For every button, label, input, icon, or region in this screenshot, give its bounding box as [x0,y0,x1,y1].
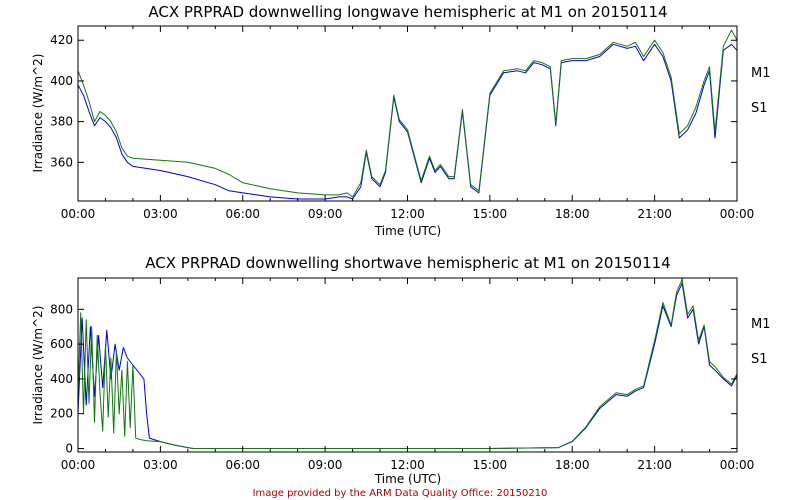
x-tick-label: 15:00 [473,207,508,221]
x-tick-label: 06:00 [225,207,260,221]
legend-s1: S1 [751,101,768,116]
x-tick-label: 18:00 [555,458,590,472]
y-tick-label: 600 [50,337,73,351]
series-layer [77,29,738,200]
x-tick-label: 09:00 [308,207,343,221]
chart-title: ACX PRPRAD downwelling longwave hemisphe… [148,3,667,21]
chart-title: ACX PRPRAD downwelling shortwave hemisph… [145,254,670,272]
series-line-m1 [77,43,738,200]
x-axis: 00:00 03:00 06:00 09:00 12:00 15:00 18:00 21:00… [61,278,755,472]
x-tick-label: 09:00 [308,458,343,472]
x-axis-label: Time (UTC) [374,472,441,486]
y-axis: 360 380 400 420 [50,33,737,169]
legend-m1: M1 [751,66,771,81]
y-tick-label: 400 [50,74,73,88]
y-tick-label: 420 [50,33,73,47]
y-axis-label: Irradiance (W/m^2) [31,54,45,173]
x-tick-label: 12:00 [390,458,425,472]
x-tick-label: 00:00 [61,458,96,472]
series-line-m1 [77,282,738,449]
x-tick-label: 03:00 [143,207,178,221]
y-tick-label: 200 [50,407,73,421]
legend-s1: S1 [751,352,768,367]
shortwave-panel: ACX PRPRAD downwelling shortwave hemisph… [31,254,771,486]
y-axis: 0 200 400 600 800 [50,302,737,456]
x-tick-label: 12:00 [390,207,425,221]
y-tick-label: 0 [65,442,73,456]
legend-m1: M1 [751,317,771,332]
footer-credit: Image provided by the ARM Data Quality O… [253,488,548,499]
x-tick-label: 06:00 [225,458,260,472]
x-tick-label: 18:00 [555,207,590,221]
series-line-s1 [77,29,738,198]
x-tick-label: 21:00 [637,458,672,472]
y-tick-label: 800 [50,302,73,316]
series-layer [77,279,738,449]
x-tick-label: 21:00 [637,207,672,221]
plot-area-frame [77,25,738,202]
x-axis: 00:00 03:00 06:00 09:00 12:00 15:00 18:00 21:00… [61,26,755,221]
plot-area-frame [77,277,738,453]
series-line-s1 [77,279,738,449]
y-tick-label: 380 [50,115,73,129]
x-tick-label: 00:00 [720,458,755,472]
longwave-panel: ACX PRPRAD downwelling longwave hemisphe… [31,3,771,238]
x-tick-label: 00:00 [720,207,755,221]
x-tick-label: 03:00 [143,458,178,472]
x-axis-label: Time (UTC) [374,224,441,238]
x-tick-label: 00:00 [61,207,96,221]
y-tick-label: 360 [50,155,73,169]
y-axis-label: Irradiance (W/m^2) [31,306,45,425]
y-tick-label: 400 [50,372,73,386]
x-tick-label: 15:00 [473,458,508,472]
